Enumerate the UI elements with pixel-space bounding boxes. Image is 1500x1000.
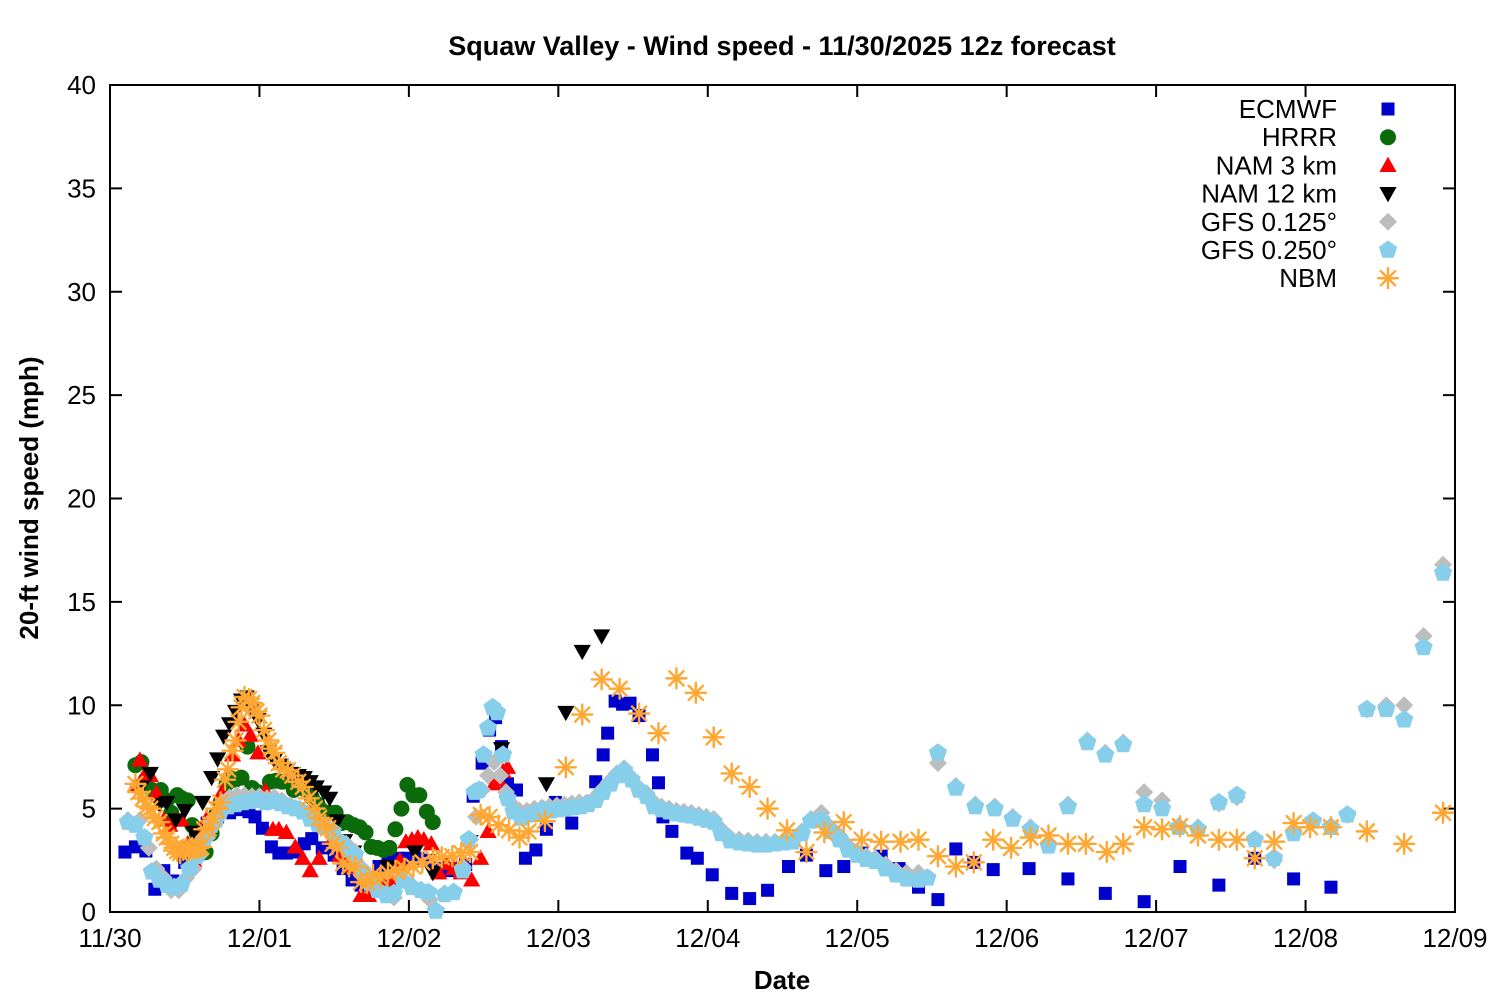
legend-label: ECMWF <box>1239 94 1337 124</box>
series-nbm <box>124 667 1455 895</box>
chart-title: Squaw Valley - Wind speed - 11/30/2025 1… <box>448 31 1116 61</box>
y-tick-label: 30 <box>67 277 96 307</box>
x-axis-label: Date <box>754 965 810 995</box>
legend-item-nbm: NBM <box>1279 263 1400 293</box>
legend-item-nam-3-km: NAM 3 km <box>1216 150 1397 180</box>
x-tick-label: 12/06 <box>974 923 1039 953</box>
x-tick-label: 12/05 <box>825 923 890 953</box>
y-tick-label: 35 <box>67 173 96 203</box>
x-tick-label: 12/03 <box>526 923 591 953</box>
y-tick-label: 15 <box>67 587 96 617</box>
legend-label: NAM 3 km <box>1216 150 1337 180</box>
legend-label: HRRR <box>1262 122 1337 152</box>
x-tick-label: 12/02 <box>376 923 441 953</box>
legend-label: GFS 0.125° <box>1201 207 1337 237</box>
y-tick-label: 5 <box>82 794 96 824</box>
y-tick-label: 0 <box>82 897 96 927</box>
y-tick-label: 20 <box>67 484 96 514</box>
legend-label: GFS 0.250° <box>1201 235 1337 265</box>
y-tick-label: 40 <box>67 70 96 100</box>
x-tick-label: 11/30 <box>78 923 141 953</box>
x-tick-label: 12/04 <box>675 923 740 953</box>
legend-item-gfs-0-250: GFS 0.250° <box>1201 235 1398 265</box>
x-tick-label: 12/08 <box>1273 923 1338 953</box>
y-axis-label: 20-ft wind speed (mph) <box>14 356 44 639</box>
x-tick-label: 12/07 <box>1124 923 1189 953</box>
legend-item-ecmwf: ECMWF <box>1239 94 1395 124</box>
legend-item-nam-12-km: NAM 12 km <box>1201 179 1397 209</box>
hrrr-marker-icon <box>1380 129 1396 146</box>
data-series-layer <box>118 555 1455 919</box>
axis-ticks: 11/30 12/01 12/02 12/03 12/04 12/05 12/06 12/07… <box>67 70 1487 953</box>
legend-item-gfs-0-125: GFS 0.125° <box>1201 207 1397 237</box>
y-tick-label: 10 <box>67 690 96 720</box>
y-tick-label: 25 <box>67 380 96 410</box>
x-tick-label: 12/09 <box>1422 923 1487 953</box>
nbm-marker-icon <box>1376 267 1400 290</box>
legend-label: NAM 12 km <box>1201 179 1337 209</box>
nam-12-km-marker-icon <box>1379 187 1397 203</box>
nam-3-km-marker-icon <box>1379 156 1397 172</box>
ecmwf-marker-icon <box>1381 102 1395 116</box>
x-tick-label: 12/01 <box>227 923 292 953</box>
legend-item-hrrr: HRRR <box>1262 122 1396 152</box>
legend-label: NBM <box>1279 263 1337 293</box>
gfs-0-125-marker-icon <box>1379 212 1397 231</box>
gfs-0-250-marker-icon <box>1378 240 1398 258</box>
